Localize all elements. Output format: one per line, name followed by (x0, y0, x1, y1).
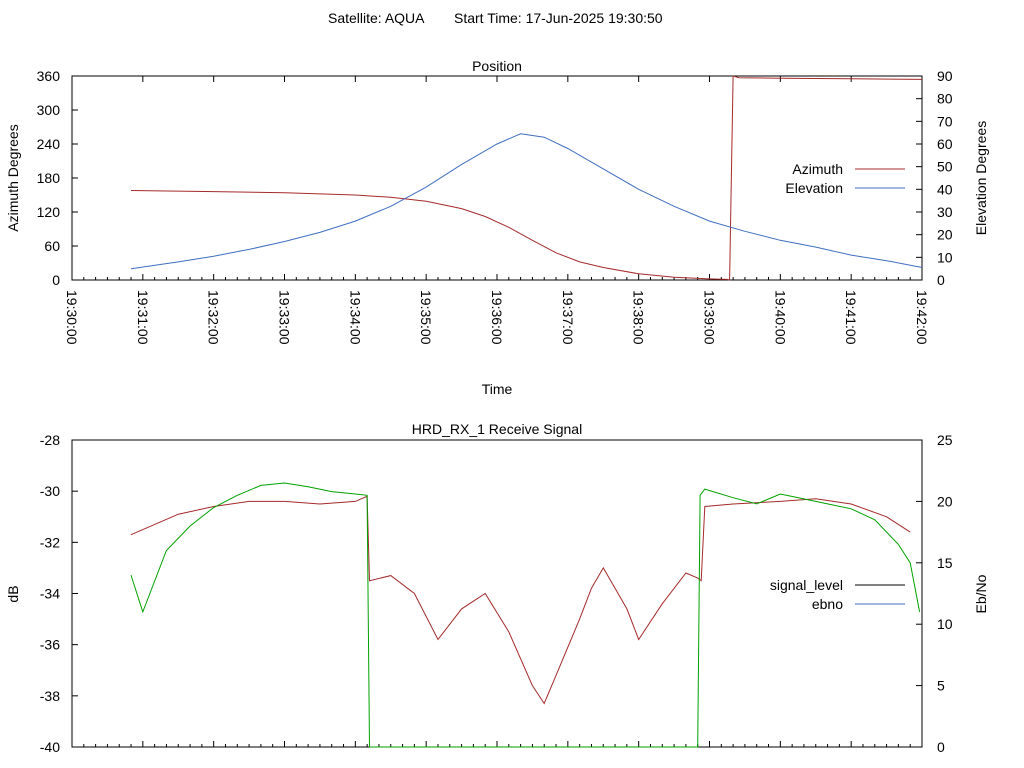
position-axes: 0 60 120 180 240 300 360 0 10 20 30 40 50 60 70 80 90 19:… (37, 68, 953, 345)
x-tick-label: 19:38:00 (631, 290, 647, 345)
y2-tick-label: 50 (937, 159, 953, 175)
y2-tick-label: 10 (937, 249, 953, 265)
receive-signal-axes: -40 -38 -36 -34 -32 -30 -28 0 5 10 15 20 25 (40, 432, 953, 755)
series-line-elevation (130, 133, 923, 270)
x-tick-label: 19:41:00 (843, 290, 859, 345)
x-tick-label: 19:42:00 (914, 290, 930, 345)
y2-tick-label: 30 (937, 204, 953, 220)
y2-tick-label: 15 (937, 555, 953, 571)
y-tick-label: -36 (40, 637, 60, 653)
x-tick-label: 19:37:00 (560, 290, 576, 345)
y2-tick-label: 0 (937, 739, 945, 755)
x-tick-label: 19:39:00 (702, 290, 718, 345)
y2-tick-label: 25 (937, 432, 953, 448)
y-tick-label: 300 (37, 102, 61, 118)
y-tick-label: 180 (37, 170, 61, 186)
series-line-ebno (130, 482, 921, 748)
position-plot-frame (71, 75, 923, 281)
x-tick-label: 19:40:00 (772, 290, 788, 345)
position-series (130, 75, 923, 281)
y-tick-label: 0 (52, 272, 60, 288)
y-tick-label: -32 (40, 534, 60, 550)
y2-tick-label: 60 (937, 136, 953, 152)
y2-tick-label: 10 (937, 616, 953, 632)
satellite-label: Satellite: AQUA (328, 10, 425, 26)
x-tick-label: 19:31:00 (135, 290, 151, 345)
y2-tick-label: 70 (937, 113, 953, 129)
y-tick-label: 60 (44, 238, 60, 254)
position-legend: Azimuth Elevation (785, 161, 905, 196)
x-tick-label: 19:35:00 (418, 290, 434, 345)
legend-label: ebno (812, 596, 843, 612)
position-y2-axis-label: Elevation Degrees (973, 121, 989, 235)
y2-tick-label: 5 (937, 678, 945, 694)
x-tick-label: 19:34:00 (347, 290, 363, 345)
receive-signal-chart-title: HRD_RX_1 Receive Signal (412, 421, 582, 437)
start-time-label: Start Time: 17-Jun-2025 19:30:50 (454, 10, 663, 26)
y2-tick-label: 20 (937, 227, 953, 243)
legend-label: Azimuth (792, 161, 843, 177)
position-x-axis-label: Time (482, 381, 513, 397)
y-tick-label: 240 (37, 136, 61, 152)
receive-signal-series (130, 482, 921, 748)
position-chart-title: Position (472, 58, 522, 74)
x-tick-label: 19:36:00 (489, 290, 505, 345)
y-tick-label: -34 (40, 586, 60, 602)
y-tick-label: -30 (40, 483, 60, 499)
receive-signal-y-axis-label: dB (5, 585, 21, 602)
x-tick-label: 19:30:00 (64, 290, 80, 345)
y2-tick-label: 40 (937, 181, 953, 197)
y2-tick-label: 90 (937, 68, 953, 84)
position-chart: Position 0 60 120 180 240 300 360 0 10 20 30 40 50 60… (5, 58, 989, 397)
legend-label: Elevation (785, 180, 843, 196)
y-tick-label: 360 (37, 68, 61, 84)
y-tick-label: -28 (40, 432, 60, 448)
series-line-signal-level (130, 495, 911, 705)
receive-signal-chart: HRD_RX_1 Receive Signal -40-38-36-34-32-… (5, 421, 989, 755)
x-tick-label: 19:33:00 (277, 290, 293, 345)
y2-tick-label: 80 (937, 91, 953, 107)
y-tick-label: -38 (40, 688, 60, 704)
y2-tick-label: 20 (937, 493, 953, 509)
position-y-axis-label: Azimuth Degrees (5, 124, 21, 231)
receive-signal-y2-axis-label: Eb/No (973, 574, 989, 613)
y-tick-label: 120 (37, 204, 61, 220)
x-tick-label: 19:32:00 (206, 290, 222, 345)
y2-tick-label: 0 (937, 272, 945, 288)
y-tick-label: -40 (40, 739, 60, 755)
receive-signal-plot-frame (71, 439, 923, 748)
series-line-azimuth (130, 75, 923, 281)
legend-label: signal_level (770, 577, 843, 593)
